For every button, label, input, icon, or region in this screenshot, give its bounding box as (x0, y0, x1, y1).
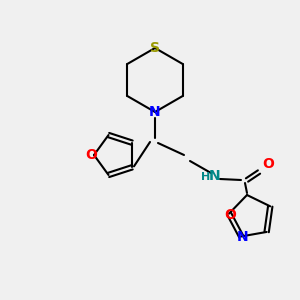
Text: N: N (209, 169, 221, 183)
Text: O: O (85, 148, 97, 162)
Text: N: N (149, 105, 161, 119)
Text: O: O (224, 208, 236, 222)
Text: N: N (236, 230, 248, 244)
Text: H: H (201, 172, 211, 182)
Text: O: O (262, 157, 274, 171)
Text: S: S (150, 41, 160, 55)
